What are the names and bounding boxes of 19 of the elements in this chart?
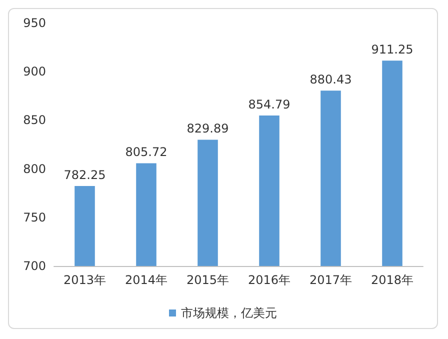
x-tick-label: 2013年 <box>63 273 106 287</box>
data-label: 829.89 <box>186 122 229 136</box>
y-tick-label: 950 <box>23 16 46 30</box>
data-label: 880.43 <box>310 72 352 87</box>
x-tick-label: 2017年 <box>309 273 352 287</box>
data-label: 854.79 <box>248 98 290 112</box>
data-label: 911.25 <box>371 42 414 57</box>
y-tick-label: 800 <box>23 162 46 176</box>
y-tick-label: 750 <box>23 210 46 224</box>
y-tick-label: 850 <box>23 113 46 128</box>
x-tick-label: 2016年 <box>248 273 291 287</box>
y-tick-label: 900 <box>23 64 46 79</box>
data-label: 782.25 <box>64 168 106 182</box>
legend-label: 市场规模，亿美元 <box>181 306 277 320</box>
x-tick-label: 2015年 <box>186 273 230 287</box>
data-label: 805.72 <box>125 145 168 160</box>
x-tick-label: 2018年 <box>370 273 414 287</box>
x-tick-label: 2014年 <box>124 273 168 287</box>
y-tick-label: 700 <box>23 259 46 273</box>
